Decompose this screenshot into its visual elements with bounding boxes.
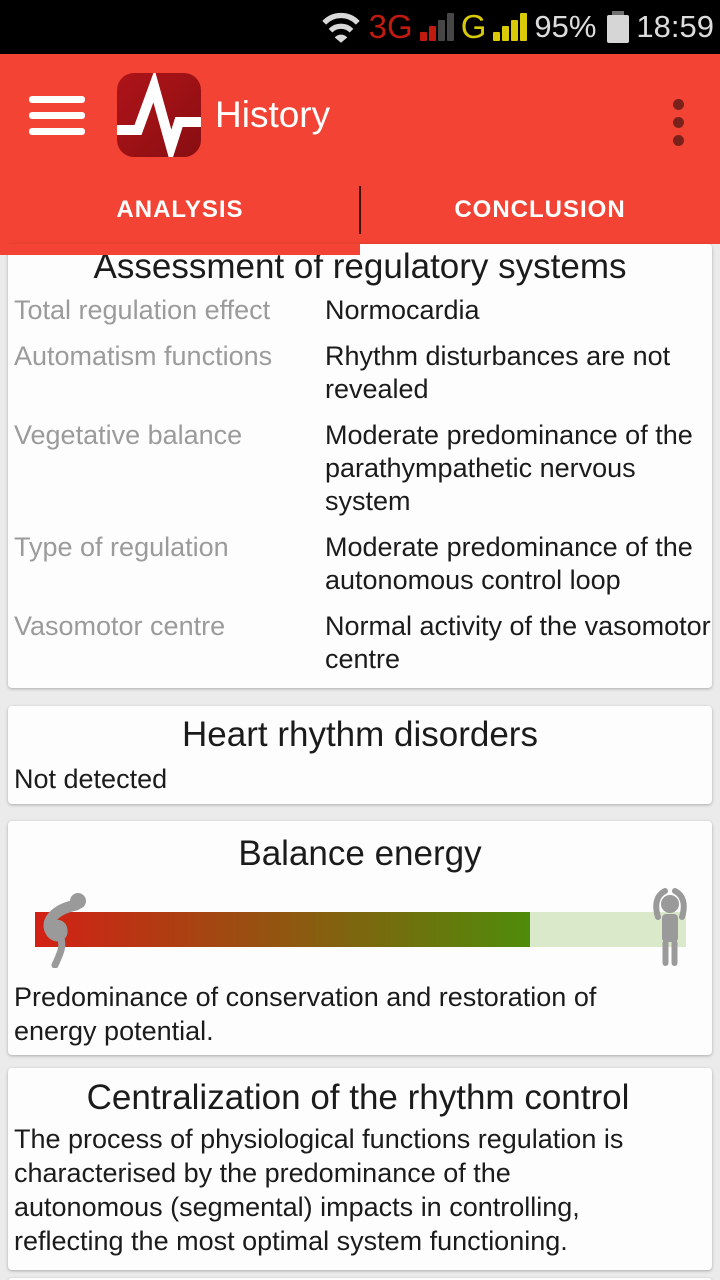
- conclusion-content[interactable]: Assessment of regulatory systems Total r…: [0, 244, 720, 1280]
- next-card-peek: [8, 1278, 712, 1280]
- row-value: Moderate predominance of the parathympat…: [325, 420, 693, 516]
- row-label: Total regulation effect: [14, 295, 271, 325]
- table-row: Vasomotor centre Normal activity of the …: [14, 610, 712, 676]
- row-label: Type of regulation: [14, 532, 229, 562]
- balance-energy-card: Balance energy Predominance of conservat…: [8, 821, 712, 1055]
- clock: 18:59: [636, 9, 714, 44]
- battery-icon: [607, 11, 630, 43]
- tab-divider: [359, 186, 361, 234]
- row-label: Vegetative balance: [14, 420, 243, 450]
- signal-g-bars-icon: [493, 13, 528, 41]
- balance-energy-card-title: Balance energy: [238, 834, 482, 873]
- row-value: Rhythm disturbances are not revealed: [325, 341, 671, 404]
- table-row: Total regulation effect Normocardia: [14, 294, 712, 327]
- row-value: Moderate predominance of the autonomous …: [325, 532, 693, 595]
- selected-tab-indicator: [0, 244, 360, 255]
- heart-rhythm-card-title: Heart rhythm disorders: [182, 715, 538, 754]
- tab-conclusion[interactable]: CONCLUSION: [454, 196, 626, 223]
- centralization-card: Centralization of the rhythm control The…: [8, 1068, 712, 1270]
- menu-icon[interactable]: [29, 87, 85, 144]
- balance-energy-description: Predominance of conservation and restora…: [14, 982, 597, 1046]
- table-row: Type of regulation Moderate predominance…: [14, 531, 712, 597]
- tired-person-icon: [43, 893, 86, 968]
- table-row: Automatism functions Rhythm disturbances…: [14, 340, 712, 406]
- row-value: Normocardia: [325, 295, 480, 325]
- energetic-person-icon: [653, 888, 687, 966]
- battery-percent: 95%: [534, 9, 597, 44]
- status-bar: 3G G 95% 18:59: [0, 0, 720, 54]
- network-g-label: G: [460, 8, 487, 45]
- table-row: Vegetative balance Moderate predominance…: [14, 419, 712, 518]
- heart-rhythm-card: Heart rhythm disorders Not detected: [8, 706, 712, 804]
- overflow-menu-icon[interactable]: [673, 92, 684, 153]
- row-label: Automatism functions: [14, 341, 273, 371]
- centralization-card-title: Centralization of the rhythm control: [86, 1078, 630, 1117]
- assessment-card: Assessment of regulatory systems Total r…: [8, 244, 712, 688]
- row-label: Vasomotor centre: [14, 611, 226, 641]
- signal-3g-bars-icon: [419, 13, 454, 41]
- network-3g-label: 3G: [368, 8, 413, 45]
- wifi-icon: [321, 12, 360, 43]
- app-bar: History: [0, 54, 720, 176]
- centralization-text: The process of physiological functions r…: [14, 1124, 624, 1256]
- page-title: History: [215, 94, 331, 135]
- row-value: Normal activity of the vasomotor centre: [325, 611, 711, 674]
- heart-rhythm-value: Not detected: [14, 764, 168, 794]
- tab-bar: ANALYSIS CONCLUSION: [0, 176, 720, 244]
- ecg-pulse-app-icon: [117, 73, 201, 157]
- energy-gauge-bar: [35, 912, 686, 947]
- tab-analysis[interactable]: ANALYSIS: [116, 196, 244, 223]
